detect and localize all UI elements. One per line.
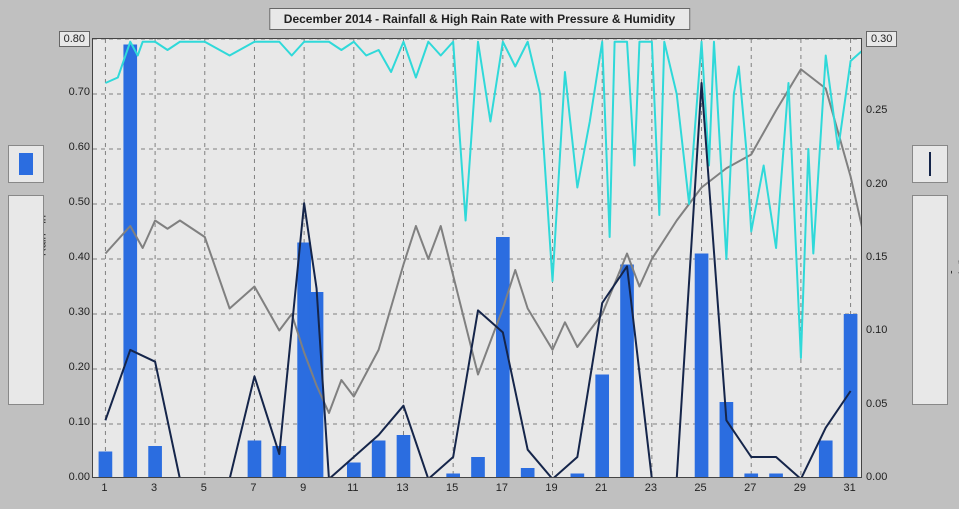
legend-bar-icon — [19, 153, 33, 175]
y-right-tick: 0.30 — [866, 31, 897, 47]
y-left-tick: 0.50 — [69, 196, 90, 208]
x-axis: 135791113151719212325272931 — [92, 480, 862, 500]
y-right-tick: 0.25 — [866, 104, 887, 116]
legend-bar-swatch — [8, 145, 44, 183]
legend-spacer-left — [8, 195, 44, 405]
x-tick: 3 — [151, 482, 157, 494]
y-right-tick: 0.15 — [866, 251, 887, 263]
x-tick: 7 — [250, 482, 256, 494]
x-tick: 11 — [347, 482, 358, 494]
y-left-tick: 0.20 — [69, 361, 90, 373]
y-left-tick: 0.40 — [69, 251, 90, 263]
plot-area — [92, 38, 862, 478]
y-right-tick: 0.20 — [866, 178, 887, 190]
x-tick: 5 — [201, 482, 207, 494]
x-tick: 1 — [101, 482, 107, 494]
chart-title: December 2014 - Rainfall & High Rain Rat… — [269, 8, 690, 30]
y-axis-left: 0.000.100.200.300.400.500.600.700.80 — [60, 38, 92, 488]
y-right-tick: 0.10 — [866, 324, 887, 336]
x-tick: 23 — [645, 482, 657, 494]
x-tick: 19 — [545, 482, 557, 494]
y-axis-right: 0.000.050.100.150.200.250.30 — [862, 38, 902, 488]
y-left-tick: 0.70 — [69, 86, 90, 98]
legend-line-icon — [929, 152, 931, 176]
x-tick: 29 — [794, 482, 806, 494]
x-tick: 25 — [694, 482, 706, 494]
chart-svg — [93, 39, 861, 477]
x-tick: 31 — [843, 482, 855, 494]
x-tick: 9 — [300, 482, 306, 494]
y-left-tick: 0.10 — [69, 416, 90, 428]
y-left-tick: 0.00 — [69, 471, 90, 483]
y-left-tick: 0.80 — [59, 31, 90, 47]
chart-container: December 2014 - Rainfall & High Rain Rat… — [0, 0, 959, 509]
y-right-tick: 0.05 — [866, 398, 887, 410]
legend-spacer-right — [912, 195, 948, 405]
x-tick: 21 — [595, 482, 607, 494]
x-tick: 13 — [396, 482, 408, 494]
x-tick: 27 — [744, 482, 756, 494]
y-left-tick: 0.30 — [69, 306, 90, 318]
legend-line-swatch — [912, 145, 948, 183]
y-left-tick: 0.60 — [69, 141, 90, 153]
y-right-tick: 0.00 — [866, 471, 887, 483]
x-tick: 17 — [496, 482, 508, 494]
x-tick: 15 — [446, 482, 458, 494]
